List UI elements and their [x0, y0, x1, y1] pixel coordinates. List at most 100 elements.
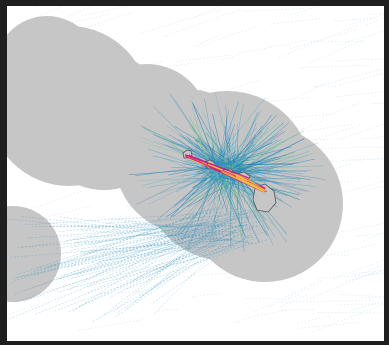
hub-track-line: [222, 169, 236, 177]
track-line: [227, 110, 261, 170]
track-line: [180, 177, 221, 223]
track-line: [67, 211, 212, 291]
far-track-line: [300, 243, 378, 263]
far-track-line: [350, 301, 384, 311]
track-line: [154, 242, 249, 271]
track-line: [67, 235, 249, 268]
far-track-line: [83, 237, 119, 249]
track-line: [99, 242, 233, 262]
hub-track-line: [233, 173, 248, 181]
track-line: [89, 239, 267, 287]
far-track-line: [65, 13, 111, 24]
track-line: [71, 235, 208, 275]
track-line: [150, 226, 217, 292]
track-line: [219, 148, 223, 164]
island-hawaii: [252, 183, 277, 213]
far-track-line: [281, 299, 372, 303]
track-line: [23, 210, 267, 291]
track-line: [12, 228, 244, 279]
far-track-line: [235, 312, 263, 323]
far-track-line: [7, 303, 41, 315]
far-track-line: [54, 6, 92, 24]
far-track-line: [341, 181, 384, 194]
track-line: [165, 175, 225, 218]
track-line: [174, 126, 239, 166]
far-track-line: [290, 29, 358, 50]
track-line: [176, 166, 231, 232]
track-line: [35, 238, 227, 315]
far-track-line: [361, 136, 384, 140]
track-line: [80, 226, 213, 255]
far-track-line: [316, 273, 384, 279]
far-track-line: [284, 113, 334, 119]
far-track-line: [162, 8, 243, 37]
map-svg: [7, 6, 384, 341]
track-line: [73, 212, 240, 243]
track-line: [132, 226, 219, 282]
track-line: [221, 151, 227, 169]
track-line: [87, 234, 243, 237]
hub-tracks: [184, 154, 268, 193]
far-track-line: [83, 215, 133, 233]
track-line: [213, 154, 238, 167]
track-line: [212, 130, 223, 164]
track-line: [181, 171, 211, 177]
track-line: [238, 165, 323, 169]
track-line: [24, 210, 250, 226]
track-line: [91, 223, 223, 262]
track-line: [57, 225, 244, 280]
track-line: [164, 158, 211, 177]
far-track-line: [364, 232, 384, 241]
far-track-line: [339, 294, 384, 297]
far-track-line: [192, 293, 221, 297]
track-line: [151, 166, 214, 197]
coverage-zone: [7, 206, 61, 302]
far-track-line: [334, 17, 378, 22]
track-line: [198, 166, 212, 174]
far-track-line: [293, 82, 328, 99]
track-line: [225, 138, 237, 167]
far-track-line: [222, 50, 249, 61]
track-line: [229, 139, 267, 170]
track-line: [224, 133, 279, 170]
track-line: [233, 143, 296, 173]
far-track-line: [41, 205, 92, 219]
far-track-line: [332, 59, 384, 61]
map-canvas[interactable]: [7, 6, 384, 341]
track-line: [65, 207, 219, 241]
track-line: [212, 137, 227, 168]
track-line: [68, 227, 225, 251]
track-line: [112, 225, 232, 229]
far-track-line: [309, 34, 375, 64]
track-line: [14, 207, 243, 295]
track-line: [212, 177, 221, 200]
far-track-line: [100, 291, 144, 294]
track-line: [142, 127, 214, 165]
track-line: [61, 215, 257, 276]
track-line: [10, 237, 254, 258]
hub-track-line: [235, 176, 266, 192]
track-line: [47, 225, 255, 227]
track-line: [93, 222, 224, 277]
track-line: [80, 229, 249, 243]
hub-track-line: [221, 171, 265, 193]
track-line: [16, 229, 254, 248]
track-line: [32, 226, 258, 227]
track-line: [31, 214, 252, 277]
track-line: [212, 145, 238, 164]
track-line: [155, 215, 232, 274]
track-line: [60, 216, 232, 240]
far-track-line: [194, 6, 222, 18]
track-line: [14, 225, 258, 303]
track-line: [193, 176, 212, 180]
far-track-line: [267, 97, 311, 102]
track-line: [57, 235, 217, 280]
track-line: [218, 108, 240, 174]
track-line: [238, 122, 257, 171]
track-line: [143, 212, 252, 236]
track-line: [188, 147, 211, 164]
track-line: [235, 114, 272, 166]
track-line: [125, 230, 252, 282]
track-line: [126, 243, 251, 289]
